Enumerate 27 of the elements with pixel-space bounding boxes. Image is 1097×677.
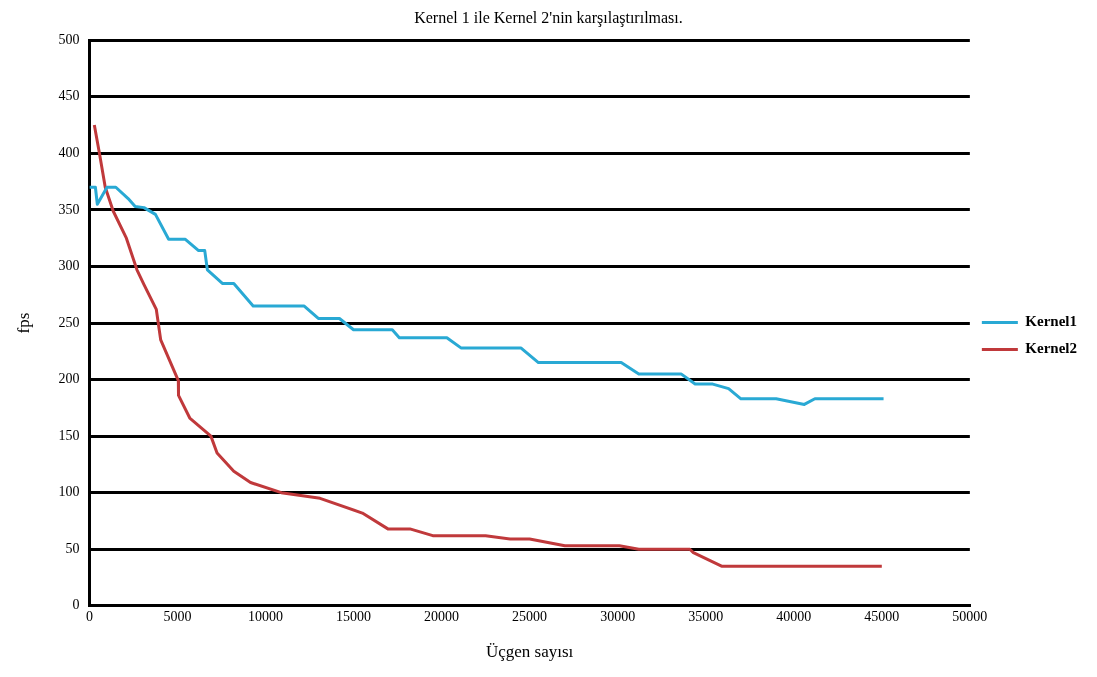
y-tick-label: 400 [58, 144, 80, 160]
y-tick-label: 250 [58, 314, 80, 330]
y-tick-label: 450 [58, 88, 80, 104]
x-tick-label: 25000 [512, 608, 548, 624]
x-tick-label: 15000 [336, 608, 372, 624]
x-tick-label: 0 [85, 608, 93, 624]
x-tick-label: 5000 [163, 608, 192, 624]
y-tick-label: 0 [72, 597, 80, 613]
x-tick-label: 50000 [952, 608, 988, 624]
legend-label: Kernel2 [1025, 340, 1078, 357]
y-tick-label: 300 [58, 258, 80, 274]
y-tick-label: 200 [58, 371, 80, 387]
x-tick-label: 45000 [864, 608, 900, 624]
x-tick-label: 10000 [247, 608, 283, 624]
x-tick-label: 30000 [600, 608, 636, 624]
y-tick-label: 150 [58, 427, 80, 443]
y-tick-label: 50 [65, 540, 80, 556]
y-tick-label: 500 [58, 31, 80, 47]
y-tick-label: 100 [58, 484, 80, 500]
y-axis-title: fps [13, 312, 33, 334]
x-tick-label: 35000 [688, 608, 724, 624]
x-tick-label: 40000 [776, 608, 812, 624]
x-axis-title: Üçgen sayısı [485, 642, 574, 662]
x-tick-label: 20000 [424, 608, 460, 624]
legend-label: Kernel1 [1025, 313, 1078, 330]
chart-title: Kernel 1 ile Kernel 2'nin karşılaştırılması. [414, 8, 683, 27]
y-tick-label: 350 [58, 201, 80, 217]
